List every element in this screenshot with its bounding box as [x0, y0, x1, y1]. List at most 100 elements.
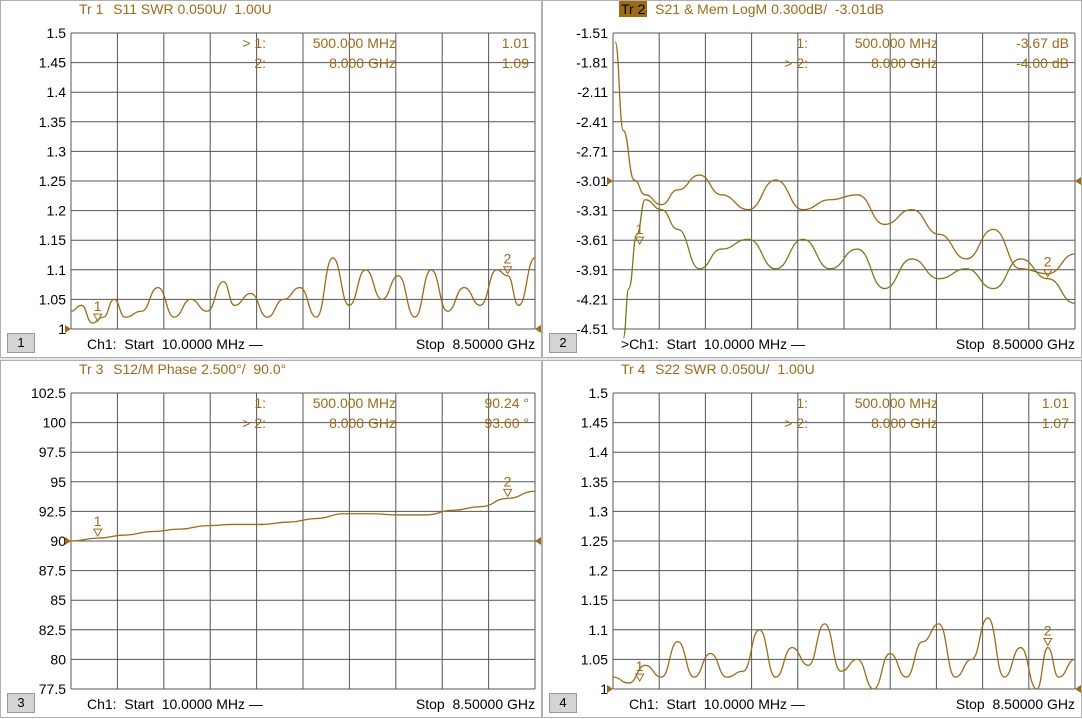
channel-start-frequency[interactable]: >Ch1: Start 10.0000 MHz — [621, 336, 806, 352]
y-tick-label: 87.5 [39, 563, 66, 579]
trace-pane-4[interactable]: 1.5 1.45 1.4 1.35 1.3 1.25 1.2 1.15 1.1 1.05 1 1 2 1:… [542, 360, 1082, 718]
y-tick-label: 1 [600, 681, 608, 697]
y-tick-label: -1.81 [576, 55, 608, 71]
y-tick-label: 77.5 [39, 681, 66, 697]
y-tick-label: 1.5 [589, 385, 609, 401]
channel-start-frequency[interactable]: Ch1: Start 10.0000 MHz — [629, 696, 805, 712]
trace-line-1 [612, 617, 1076, 690]
trace-pane-2[interactable]: -1.51 -1.81 -2.11 -2.41 -2.71 -3.01 -3.31 -3.61… [542, 0, 1082, 358]
marker-1-icon[interactable] [92, 528, 103, 538]
y-tick-label: 100 [43, 415, 67, 431]
grid [70, 392, 536, 690]
marker-readout-frequency: 8.000 GHz [329, 55, 396, 71]
y-tick-label: -3.01 [576, 173, 608, 189]
marker-readout-value: 1.01 [1042, 395, 1069, 411]
y-tick-label: 1.15 [39, 232, 66, 248]
marker-label: 1 [636, 221, 644, 237]
y-tick-label: 1.15 [581, 592, 608, 608]
channel-stop-frequency[interactable]: Stop 8.50000 GHz [955, 696, 1075, 712]
marker-label: 2 [504, 251, 512, 267]
y-tick-label: -2.11 [577, 84, 608, 100]
marker-label: 2 [1044, 254, 1052, 270]
y-tick-label: 1.2 [47, 203, 67, 219]
y-tick-label: 1.35 [581, 474, 608, 490]
y-tick-label: -3.31 [576, 203, 608, 219]
y-tick-label: 82.5 [39, 622, 66, 638]
reference-arrow-right-icon [1075, 177, 1081, 185]
trace-title[interactable]: Tr 2 S21 & Mem LogM 0.300dB/ -3.01dB [619, 1, 884, 17]
marker-readout-value: -4.00 dB [1016, 55, 1069, 71]
trace-line-1 [70, 490, 536, 542]
y-tick-label: 1.4 [47, 84, 67, 100]
marker-readout-value: 1.09 [502, 55, 529, 71]
trace-number-label[interactable]: Tr 1 [79, 1, 104, 17]
marker-label: 1 [94, 298, 102, 314]
trace-title[interactable]: Tr 4 S22 SWR 0.050U/ 1.00U [619, 361, 815, 377]
marker-readout-frequency: 8.000 GHz [871, 55, 938, 71]
y-tick-label: 102.5 [31, 385, 66, 401]
marker-1-icon[interactable] [92, 313, 103, 323]
trace-pane-3[interactable]: 102.5 100 97.5 95 92.5 90 87.5 85 82.5 80 77.5 1 2 1:… [0, 360, 542, 718]
trace-title[interactable]: Tr 3 S12/M Phase 2.500°/ 90.0° [77, 361, 286, 377]
y-tick-label: 1.45 [39, 55, 66, 71]
y-tick-label: -4.21 [576, 291, 608, 307]
marker-readout-index: 1: [254, 395, 266, 411]
marker-label: 2 [1044, 623, 1052, 639]
grid [612, 32, 1076, 330]
trace-number-label[interactable]: Tr 4 [621, 361, 646, 377]
channel-stop-frequency[interactable]: Stop 8.50000 GHz [955, 336, 1075, 352]
marker-readout-frequency: 8.000 GHz [329, 415, 396, 431]
marker-label: 1 [94, 513, 102, 529]
channel-start-frequency[interactable]: Ch1: Start 10.0000 MHz — [87, 336, 263, 352]
trace-number-label[interactable]: Tr 2 [619, 1, 648, 17]
reference-arrow-left-icon [607, 685, 613, 693]
trace-plot: 1.5 1.45 1.4 1.35 1.3 1.25 1.2 1.15 1.1 1.05 1 1 2 > … [39, 25, 541, 337]
reference-arrow-right-icon [535, 537, 541, 545]
channel-start-frequency[interactable]: Ch1: Start 10.0000 MHz — [87, 696, 263, 712]
trace-plot: 102.5 100 97.5 95 92.5 90 87.5 85 82.5 80 77.5 1 2 1:… [31, 385, 541, 697]
trace-format-label: S22 SWR 0.050U/ 1.00U [655, 361, 815, 377]
marker-readout-value: -3.67 dB [1016, 35, 1069, 51]
trace-pane-1[interactable]: 1.5 1.45 1.4 1.35 1.3 1.25 1.2 1.15 1.1 1.05 1 1 2 > … [0, 0, 542, 358]
trace-number-label[interactable]: Tr 3 [79, 361, 104, 377]
y-tick-label: 1.4 [589, 444, 609, 460]
marker-1-icon[interactable] [634, 236, 645, 246]
channel-number-box[interactable]: 3 [7, 693, 35, 713]
y-tick-label: 1.05 [581, 651, 608, 667]
y-tick-label: -3.61 [576, 232, 608, 248]
grid [70, 32, 536, 330]
marker-readout-frequency: 500.000 MHz [855, 35, 938, 51]
y-tick-label: 85 [50, 592, 66, 608]
marker-readout-frequency: 500.000 MHz [855, 395, 938, 411]
marker-readout-value: 93.60 ° [484, 415, 529, 431]
channel-stop-frequency[interactable]: Stop 8.50000 GHz [415, 336, 535, 352]
trace-plot: -1.51 -1.81 -2.11 -2.41 -2.71 -3.01 -3.31 -3.61… [576, 25, 1081, 339]
marker-readout-frequency: 500.000 MHz [313, 395, 396, 411]
marker-2-icon[interactable] [1042, 638, 1053, 647]
y-tick-label: -2.41 [576, 114, 608, 130]
y-tick-label: 1.3 [589, 503, 609, 519]
trace-format-label: S11 SWR 0.050U/ 1.00U [113, 1, 272, 17]
marker-2-icon[interactable] [502, 488, 513, 498]
y-tick-label: 95 [50, 474, 66, 490]
marker-1-icon[interactable] [634, 673, 645, 683]
y-tick-label: 1.1 [47, 262, 67, 278]
trace-plot: 1.5 1.45 1.4 1.35 1.3 1.25 1.2 1.15 1.1 1.05 1 1 2 1:… [581, 385, 1081, 697]
y-tick-label: 1.35 [39, 114, 66, 130]
trace-format-label: S21 & Mem LogM 0.300dB/ -3.01dB [655, 1, 884, 17]
channel-number-box[interactable]: 4 [549, 693, 577, 713]
trace-title[interactable]: Tr 1 S11 SWR 0.050U/ 1.00U [77, 1, 272, 17]
grid [612, 392, 1076, 690]
reference-arrow-left-icon [65, 325, 71, 333]
trace-line-1 [614, 41, 1076, 275]
y-tick-label: -1.51 [576, 25, 608, 41]
y-tick-label: 90 [50, 533, 66, 549]
y-tick-label: 97.5 [39, 444, 66, 460]
channel-number-box[interactable]: 2 [549, 333, 577, 353]
y-tick-label: 1 [58, 321, 66, 337]
marker-2-icon[interactable] [1042, 269, 1053, 278]
channel-number-box[interactable]: 1 [7, 333, 35, 353]
reference-arrow-left-icon [607, 177, 613, 185]
channel-stop-frequency[interactable]: Stop 8.50000 GHz [415, 696, 535, 712]
marker-2-icon[interactable] [502, 266, 513, 275]
